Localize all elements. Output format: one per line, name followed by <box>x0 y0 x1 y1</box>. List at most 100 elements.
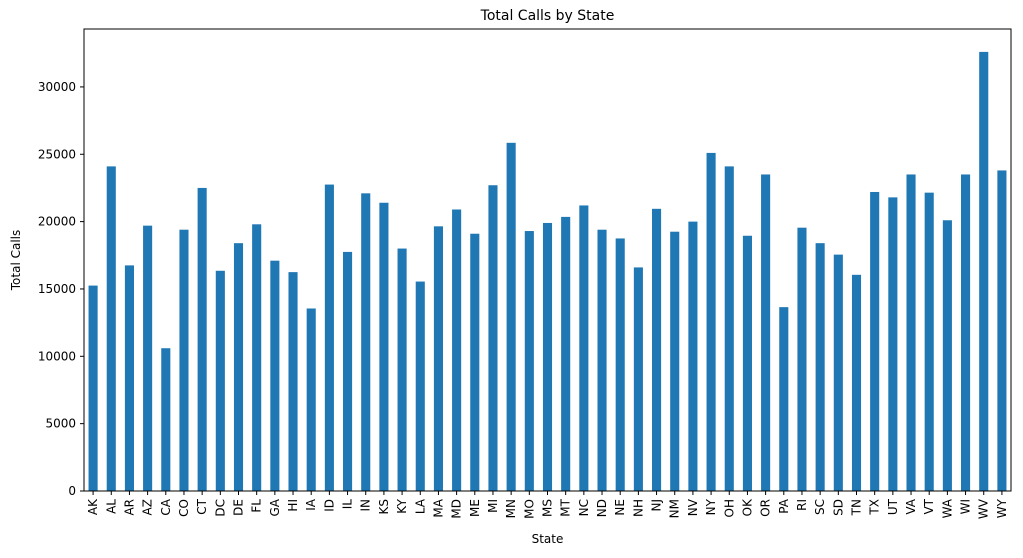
y-axis-ticks: 0 5000 10000 15000 20000 25000 30000 <box>38 80 84 498</box>
bar-al <box>106 166 116 491</box>
bar-ma <box>433 226 443 491</box>
x-tick-label-nj: NJ <box>650 499 664 512</box>
bar-ut <box>888 197 898 491</box>
x-tick-label-fl: FL <box>250 499 264 513</box>
x-tick-label-sc: SC <box>813 499 827 515</box>
x-tick-label-ma: MA <box>431 498 445 517</box>
x-tick-label-de: DE <box>232 499 246 516</box>
x-tick-label-il: IL <box>341 499 355 510</box>
bar-in <box>361 193 371 491</box>
bar-ks <box>379 202 389 491</box>
bar-wy <box>997 170 1007 491</box>
x-tick-label-ms: MS <box>541 499 555 517</box>
bar-nm <box>670 231 680 491</box>
bar-nj <box>652 208 662 491</box>
x-tick-label-or: OR <box>759 499 773 517</box>
x-tick-label-az: AZ <box>141 499 155 515</box>
x-tick-label-va: VA <box>904 498 918 514</box>
bar-nh <box>633 267 643 491</box>
bar-mi <box>488 185 498 491</box>
x-tick-label-pa: PA <box>777 498 791 513</box>
bar-mt <box>561 216 571 492</box>
bar-ak <box>88 285 98 491</box>
bar-wa <box>942 220 952 491</box>
bar-ca <box>161 348 171 491</box>
bar-il <box>343 251 353 491</box>
bar-me <box>470 233 480 492</box>
bar-wi <box>961 174 971 491</box>
bar-nv <box>688 221 698 491</box>
x-tick-label-ar: AR <box>122 499 136 516</box>
x-tick-label-ak: AK <box>86 498 100 515</box>
bar-ok <box>742 235 752 491</box>
x-tick-label-hi: HI <box>286 499 300 512</box>
x-tick-label-tn: TN <box>850 499 864 516</box>
x-tick-label-id: ID <box>322 499 336 512</box>
x-tick-label-ia: IA <box>304 498 318 511</box>
bar-pa <box>779 307 789 491</box>
bar-de <box>233 243 244 491</box>
x-tick-label-in: IN <box>359 499 373 512</box>
x-tick-label-oh: OH <box>722 499 736 517</box>
x-tick-label-nc: NC <box>577 499 591 516</box>
bar-tx <box>870 191 880 491</box>
bar-az <box>143 225 153 491</box>
x-tick-label-nd: ND <box>595 499 609 517</box>
y-axis-label: Total Calls <box>9 230 23 292</box>
bar-ny <box>706 152 716 491</box>
x-tick-label-wy: WY <box>995 498 1009 518</box>
x-tick-label-mi: MI <box>486 499 500 513</box>
x-tick-label-mn: MN <box>504 499 518 518</box>
bar-id <box>324 184 334 492</box>
x-tick-label-ny: NY <box>704 498 718 515</box>
x-tick-label-co: CO <box>177 499 191 517</box>
y-tick-label: 25000 <box>38 147 76 161</box>
x-tick-label-nh: NH <box>631 499 645 517</box>
bar-ne <box>615 238 625 491</box>
bar-or <box>761 174 771 491</box>
x-tick-label-ca: CA <box>159 498 173 515</box>
x-tick-label-wv: WV <box>977 498 991 519</box>
x-tick-label-dc: DC <box>213 499 227 517</box>
x-axis-label: State <box>532 532 564 546</box>
x-tick-label-ga: GA <box>268 498 282 516</box>
bar-oh <box>724 166 734 491</box>
bar-md <box>452 209 462 491</box>
bar-ia <box>306 308 316 491</box>
chart-title: Total Calls by State <box>480 8 615 24</box>
y-tick-label: 15000 <box>38 282 76 296</box>
x-tick-label-ct: CT <box>195 498 209 514</box>
bar-sc <box>815 243 825 491</box>
x-tick-label-sd: SD <box>831 499 845 516</box>
x-tick-label-nv: NV <box>686 498 700 516</box>
bar-vt <box>924 192 934 491</box>
bar-fl <box>252 224 262 491</box>
x-tick-label-ky: KY <box>395 498 409 513</box>
bar-ms <box>542 222 553 492</box>
x-tick-label-wi: WI <box>959 499 973 514</box>
bars-group <box>88 51 1007 492</box>
y-tick-label: 10000 <box>38 349 76 363</box>
bar-mn <box>506 142 516 491</box>
bar-tn <box>851 274 862 491</box>
y-tick-label: 30000 <box>38 80 76 94</box>
bar-ky <box>397 248 407 491</box>
x-tick-label-wa: WA <box>940 498 954 518</box>
x-tick-label-al: AL <box>104 499 118 514</box>
bar-dc <box>215 270 225 491</box>
bar-ga <box>270 260 280 491</box>
plot-frame <box>83 28 1012 492</box>
x-tick-label-me: ME <box>468 499 482 517</box>
bar-ar <box>124 265 134 491</box>
bar-sd <box>833 254 843 491</box>
y-tick-label: 0 <box>68 484 76 498</box>
x-axis-ticks: AK AL AR AZ CA CO CT DC DE FL GA HI IA ID IL IN KS KY LA MA… <box>86 491 1009 519</box>
y-tick-label: 20000 <box>38 215 76 229</box>
x-tick-label-ut: UT <box>886 498 900 515</box>
x-tick-label-ne: NE <box>613 499 627 516</box>
bar-ri <box>797 227 807 491</box>
x-tick-label-md: MD <box>450 499 464 519</box>
x-tick-label-mt: MT <box>559 498 573 516</box>
